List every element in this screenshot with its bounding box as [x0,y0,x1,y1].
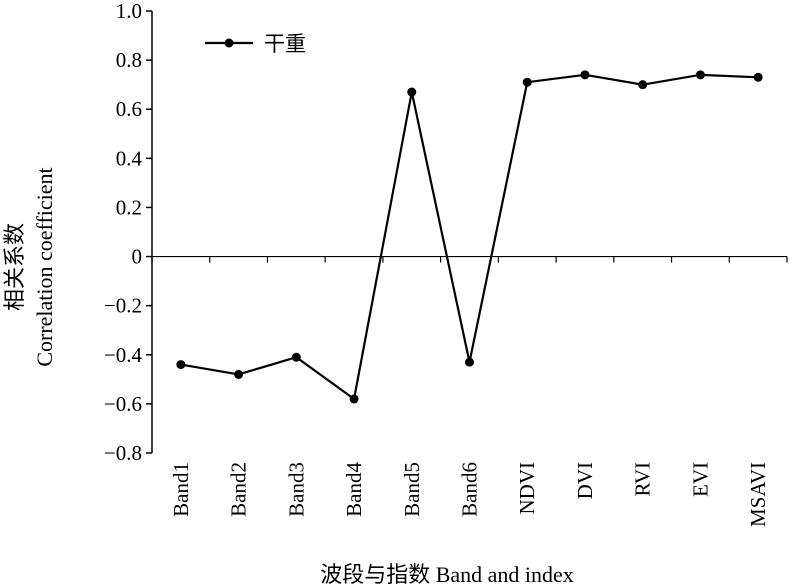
y-axis-title-cn: 相关系数 [2,223,27,311]
legend-label: 干重 [264,32,306,56]
y-tick-label: 0 [132,245,143,269]
y-tick-label: 0.4 [116,146,143,170]
x-axis: Band1 Band2 Band3 Band4 Band5 Band6 NDVI DVI RVI… [151,255,788,527]
x-tick-label: RVI [631,462,655,496]
legend-marker [224,38,234,48]
data-point [234,369,244,379]
x-tick-label: DVI [573,462,597,499]
data-point [349,394,359,404]
x-tick-label: Band1 [169,462,193,517]
x-tick-label: Band2 [227,462,251,517]
data-point [522,77,532,87]
y-tick-label: −0.4 [104,343,143,367]
y-tick-label: 1.0 [116,0,142,23]
data-point [465,357,474,367]
data-point [407,87,417,97]
series-line [180,73,759,401]
y-tick-label: −0.6 [104,392,142,416]
y-tick-label: 0.8 [116,48,142,72]
series-line-group [176,70,763,404]
y-tick-label: −0.2 [104,294,142,318]
y-tick-label: 0.6 [116,97,142,121]
x-tick-label: Band6 [458,462,482,517]
data-point [753,72,763,82]
axis-titles: 波段与指数 Band and index 相关系数 Correlation coef… [2,167,574,587]
y-tick-label: 0.2 [116,195,142,219]
x-tick-label: Band3 [284,462,308,517]
data-point [580,70,590,80]
y-axis-title-en: Correlation coefficient [32,167,57,366]
x-tick-label: MSAVI [746,462,770,527]
legend: 干重 [205,32,306,56]
x-tick-label: EVI [688,462,712,497]
data-point [638,80,648,90]
y-axis: 1.0 0.8 0.6 0.4 0.2 0 −0.2 −0.4 −0.6 −0.8 [104,0,153,465]
x-tick-label: Band4 [342,462,366,517]
data-point [291,352,301,362]
y-tick-label: −0.8 [104,441,142,465]
data-point [176,360,186,370]
x-tick-label: Band5 [400,462,424,517]
x-axis-title: 波段与指数 Band and index [320,562,574,587]
x-tick-label: NDVI [515,462,539,515]
data-point [695,70,705,80]
